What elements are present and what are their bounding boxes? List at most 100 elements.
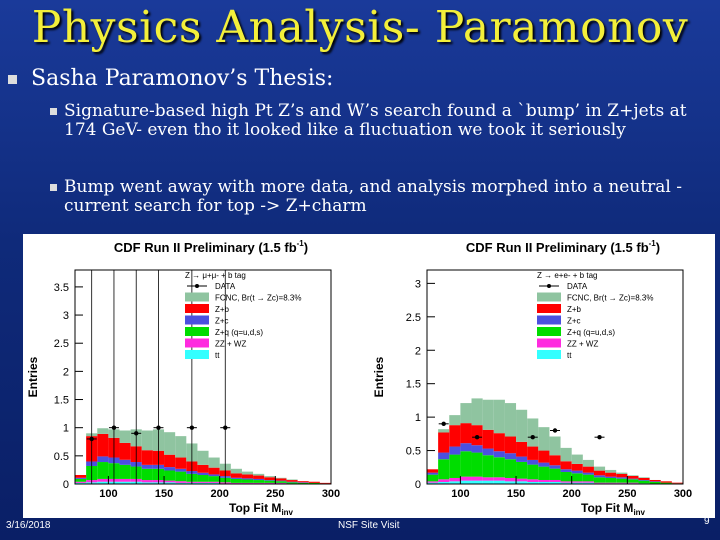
stack-bar: [449, 425, 461, 447]
legend-entry: ZZ + WZ: [567, 340, 598, 349]
stack-bar: [75, 474, 87, 478]
stack-bar: [605, 476, 617, 478]
stack-bar: [527, 479, 539, 482]
legend-swatch: [537, 350, 561, 359]
legend-swatch: [185, 304, 209, 313]
stack-bar: [75, 481, 87, 483]
stack-bar: [97, 433, 109, 457]
stack-bar: [438, 459, 450, 480]
data-point: [156, 425, 161, 430]
legend-swatch: [185, 338, 209, 348]
stack-bar: [275, 478, 287, 481]
stack-bar: [616, 477, 628, 479]
plots-panel: CDF Run II Preliminary (1.5 fb-1) 0 0.5 1 1.…: [23, 234, 715, 518]
stack-bar: [164, 482, 176, 484]
stack-bar: [438, 429, 450, 433]
stack-bar: [504, 403, 517, 437]
stack-bar: [605, 469, 617, 473]
legend-data-marker: [547, 284, 551, 288]
stack-bar: [460, 451, 472, 477]
legend-swatch: [537, 292, 561, 302]
stack-bar: [660, 481, 672, 483]
x-tick-label: 200: [211, 488, 229, 500]
legend-entry: Z+c: [215, 317, 229, 326]
x-axis-label: Top Fit Minv: [229, 501, 294, 517]
stack-bar: [297, 482, 309, 484]
stack-bar: [264, 477, 276, 481]
stack-bar: [449, 446, 461, 455]
stack-bar: [493, 433, 505, 452]
stack-bar: [197, 450, 209, 465]
y-tick-label: 1: [415, 412, 421, 424]
data-point: [552, 428, 558, 433]
stack-bar: [253, 478, 265, 481]
stack-bar: [264, 482, 276, 484]
stack-bar: [649, 481, 661, 482]
stack-bar: [482, 448, 494, 456]
stack-bar: [582, 459, 594, 467]
legend-entry: FCNC, Br(t → Zc)=8.3%: [215, 294, 301, 303]
sub-bullet-2-text: Bump went away with more data, and analy…: [64, 177, 682, 216]
data-point: [89, 436, 94, 442]
y-tick-label: 2: [63, 366, 69, 378]
stack-bar: [427, 472, 439, 475]
legend-entry: Z+q (q=u,d,s): [567, 328, 615, 337]
legend-entry: Z+b: [567, 305, 582, 314]
stack-bar: [141, 482, 153, 484]
legend-title: Z → e+e- + b tag: [537, 271, 597, 280]
stack-bar: [593, 477, 606, 483]
stack-bar: [471, 452, 483, 477]
stack-bar: [97, 428, 109, 434]
stack-bar: [230, 482, 242, 484]
stack-bar: [482, 399, 494, 430]
x-tick-label: 200: [563, 488, 581, 500]
stack-bar: [471, 480, 483, 484]
slide-title: Physics Analysis- Paramonov: [31, 2, 689, 53]
stack-bar: [605, 472, 617, 477]
stack-bar: [308, 481, 320, 483]
stack-bar: [649, 481, 661, 484]
chart-title-sup: -1: [649, 239, 657, 248]
legend-entry: tt: [215, 351, 220, 360]
stack-bar: [275, 477, 287, 479]
stack-bar: [97, 456, 109, 463]
legend-swatch: [537, 327, 561, 336]
plot-frame: [74, 269, 332, 485]
stack-bar: [264, 480, 276, 483]
stack-bar: [208, 457, 220, 468]
stack-bar: [560, 469, 572, 472]
stack-bar: [560, 471, 572, 482]
stack-bar: [230, 468, 242, 474]
y-axis-label: Entries: [26, 356, 40, 397]
x-axis-label-sub: inv: [633, 508, 645, 517]
y-tick-label: 3.5: [54, 282, 69, 294]
stack-bar: [516, 478, 528, 482]
stack-bar: [164, 454, 176, 468]
stack-bar: [571, 482, 583, 484]
footer-date: 3/16/2018: [6, 520, 51, 531]
stack-bar: [627, 478, 639, 480]
data-point: [223, 425, 228, 430]
legend-entry: Z+q (q=u,d,s): [215, 328, 263, 337]
stack-bar: [164, 480, 176, 483]
stack-bar: [571, 473, 583, 482]
stack-bar: [571, 463, 583, 471]
stack-bar: [549, 436, 561, 456]
stack-bar: [241, 478, 254, 480]
stack-bar: [593, 466, 606, 471]
stack-bar: [286, 480, 298, 482]
legend-entry: DATA: [215, 282, 236, 291]
stack-bar: [582, 472, 594, 475]
stack-bar: [593, 475, 606, 478]
stack-bar: [582, 482, 594, 484]
footer-page: 9: [704, 516, 710, 527]
stack-bar: [527, 459, 539, 465]
stack-bar: [230, 473, 242, 478]
legend-swatch: [185, 292, 209, 302]
stack-bar: [119, 430, 131, 443]
stack-bar: [516, 409, 528, 442]
y-tick-label: 0.5: [406, 446, 421, 458]
stack-bar: [141, 480, 153, 483]
stack-bar: [75, 482, 87, 484]
stack-bar: [471, 398, 483, 426]
